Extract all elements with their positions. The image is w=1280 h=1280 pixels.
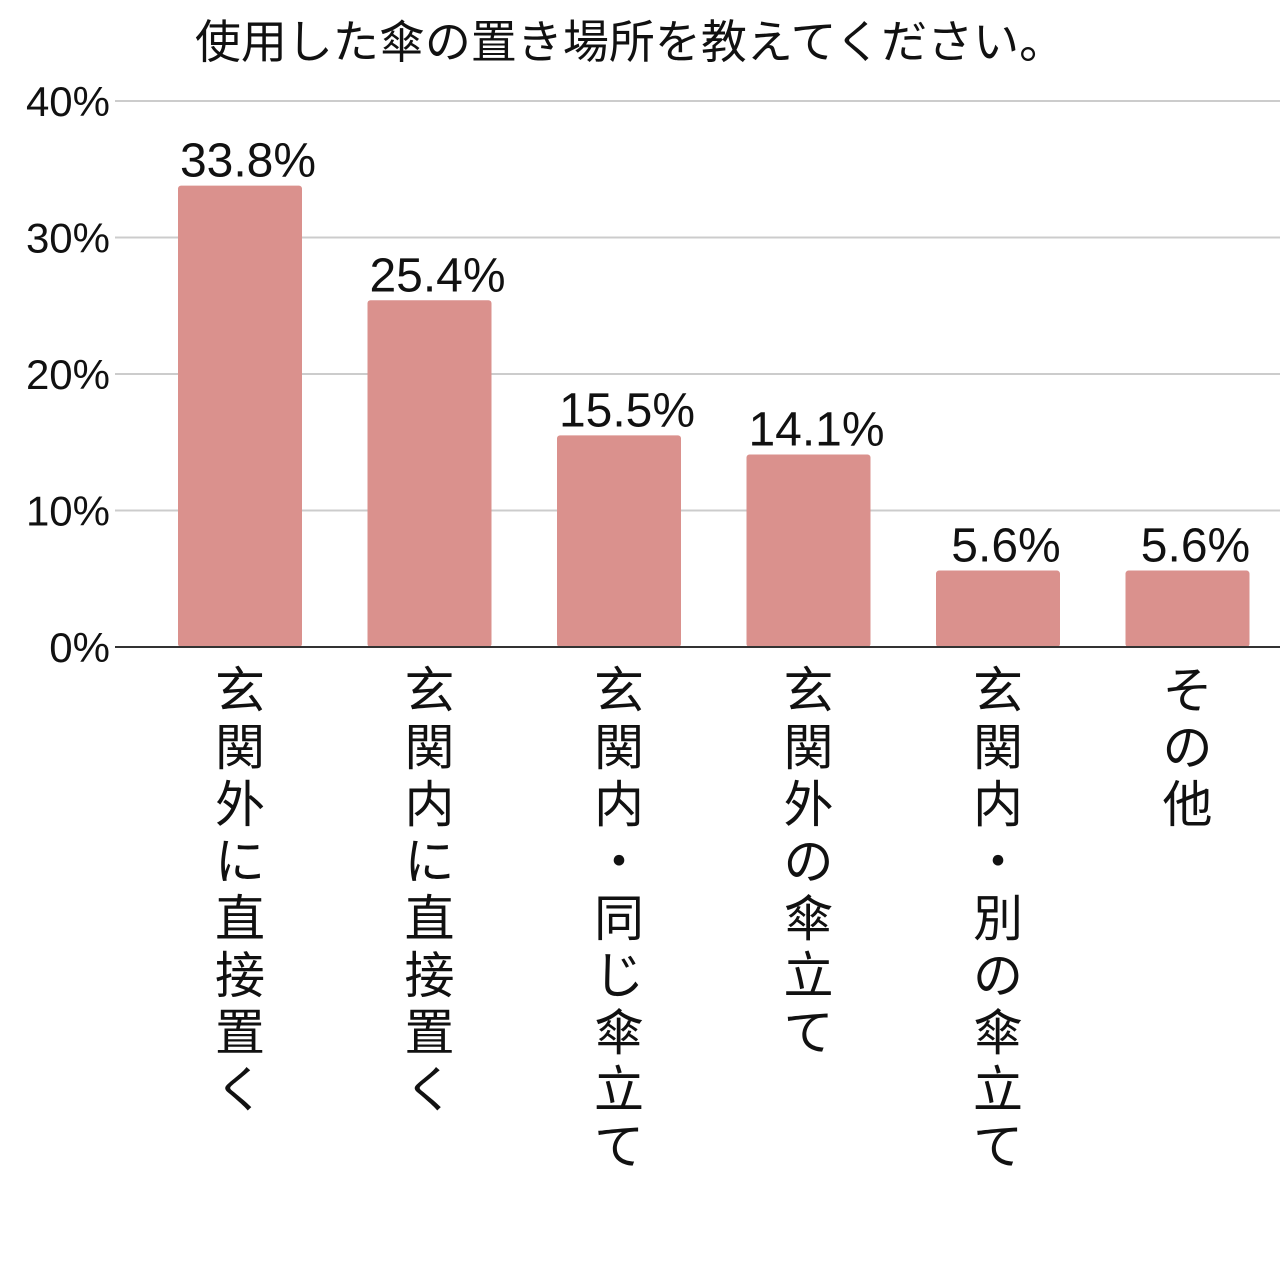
y-tick-label: 10% bbox=[26, 488, 110, 535]
category-label: 玄関外に直接置く bbox=[215, 662, 265, 1119]
bar bbox=[1125, 570, 1250, 647]
bar bbox=[367, 300, 492, 647]
data-label: 14.1% bbox=[748, 404, 884, 457]
bar bbox=[936, 570, 1060, 647]
data-label: 25.4% bbox=[369, 249, 505, 302]
category-label: その他 bbox=[1163, 662, 1213, 834]
category-labels: 玄関外に直接置く 玄関内に直接置く 玄関内・同じ傘立て 玄関外の傘立て 玄関内・別の傘立… bbox=[215, 662, 1213, 1176]
category-label: 玄関外の傘立て bbox=[784, 662, 834, 1062]
data-label: 5.6% bbox=[951, 520, 1060, 573]
data-label: 15.5% bbox=[559, 384, 695, 437]
category-label: 玄関内に直接置く bbox=[405, 662, 455, 1119]
y-tick-label: 30% bbox=[26, 215, 110, 262]
y-tick-label: 0% bbox=[49, 624, 110, 671]
y-axis-ticks: 0% 10% 20% 30% 40% bbox=[26, 78, 110, 671]
y-tick-label: 20% bbox=[26, 351, 110, 398]
data-label: 33.8% bbox=[180, 135, 316, 188]
bar bbox=[746, 454, 871, 647]
chart-title: 使用した傘の置き場所を教えてください。 bbox=[195, 15, 1065, 69]
data-label: 5.6% bbox=[1141, 520, 1250, 573]
y-tick-label: 40% bbox=[26, 78, 110, 125]
bar bbox=[178, 185, 302, 647]
gridlines bbox=[115, 100, 1280, 512]
category-label: 玄関内・別の傘立て bbox=[973, 662, 1023, 1176]
bars bbox=[178, 185, 1250, 647]
data-labels: 33.8% 25.4% 15.5% 14.1% 5.6% 5.6% bbox=[180, 135, 1250, 573]
category-label: 玄関内・同じ傘立て bbox=[594, 662, 644, 1176]
bar bbox=[557, 435, 681, 647]
